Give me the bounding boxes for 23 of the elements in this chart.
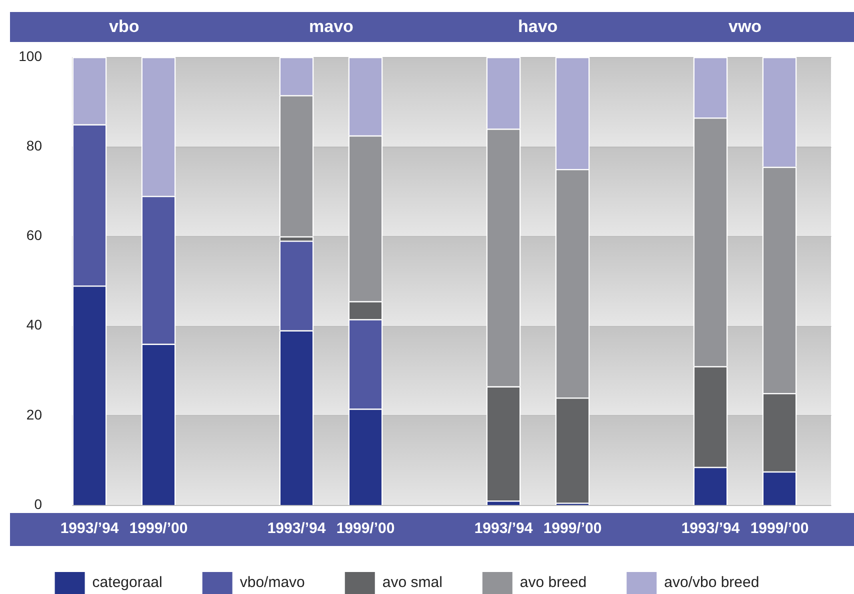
y-tick-label: 0 bbox=[34, 496, 42, 512]
text: mavo bbox=[309, 16, 354, 38]
x-tick-label: 1999/’00 bbox=[129, 520, 188, 538]
x-tick-label: 1993/’94 bbox=[474, 520, 534, 538]
x-tick-label: 1999/’00 bbox=[543, 520, 602, 538]
y-tick-label: 60 bbox=[26, 227, 42, 244]
x-tick-label: 1993/’94 bbox=[60, 520, 120, 538]
x-tick-label: 1993/’94 bbox=[267, 520, 326, 538]
y-tick-label: 20 bbox=[26, 406, 42, 422]
legend-label: avo/vbo breed bbox=[664, 574, 760, 592]
legend-label: vbo/mavo bbox=[240, 574, 305, 592]
text: vbo bbox=[109, 16, 140, 38]
legend-label: avo breed bbox=[520, 574, 587, 592]
y-tick-label: 80 bbox=[26, 137, 42, 154]
x-tick-label: 1999/’00 bbox=[750, 520, 809, 538]
text: havo bbox=[518, 16, 558, 38]
y-tick-label: 100 bbox=[18, 48, 42, 64]
legend-label: avo smal bbox=[382, 574, 442, 592]
text: vwo bbox=[728, 16, 762, 38]
y-tick-label: 40 bbox=[26, 316, 42, 333]
legend-label: categoraal bbox=[92, 574, 162, 592]
x-tick-label: 1999/’00 bbox=[336, 520, 395, 538]
x-tick-label: 1993/’94 bbox=[681, 520, 740, 538]
